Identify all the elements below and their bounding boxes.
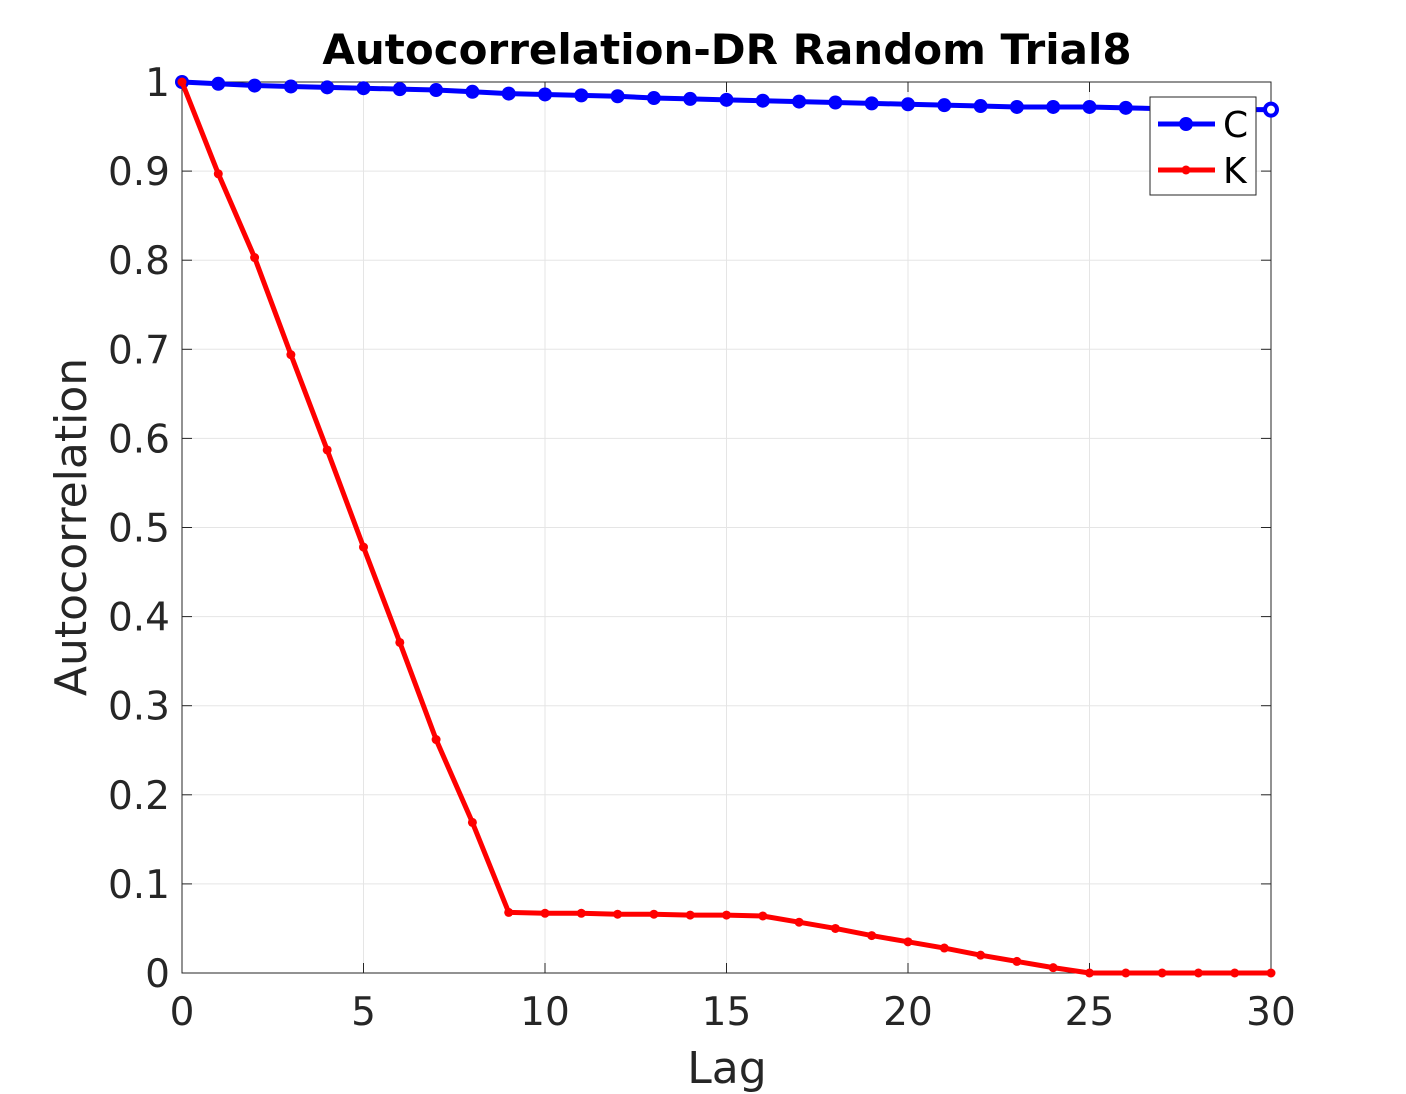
data-point-k [685, 910, 695, 920]
data-point-c [973, 99, 988, 114]
data-point-c [646, 91, 661, 106]
data-point-k [649, 909, 659, 919]
data-point-k [1157, 968, 1167, 978]
data-point-k [830, 923, 840, 933]
y-tick-label: 0.5 [108, 507, 170, 552]
data-point-k [504, 907, 514, 917]
y-tick-label: 0.7 [108, 328, 170, 373]
x-tick-label: 15 [702, 990, 752, 1035]
data-point-c [247, 78, 262, 93]
data-point-k [1085, 968, 1094, 978]
legend-marker-c [1179, 117, 1193, 131]
data-point-k [359, 542, 368, 552]
x-tick-label: 0 [170, 990, 195, 1035]
y-tick-label: 0.3 [108, 685, 170, 730]
data-point-k [1193, 968, 1203, 978]
data-point-k [976, 950, 986, 960]
data-point-k [613, 909, 623, 919]
data-point-k [395, 637, 405, 647]
data-point-c [211, 76, 226, 91]
x-tick-label: 30 [1246, 990, 1296, 1035]
y-axis-label: Autocorrelation [46, 358, 97, 696]
data-point-c [1263, 101, 1279, 118]
data-point-c [792, 94, 807, 109]
y-tick-label: 0.8 [108, 239, 170, 284]
data-point-k [286, 350, 296, 360]
data-point-k [794, 917, 804, 927]
data-point-k [722, 910, 731, 920]
data-point-c [610, 89, 625, 104]
y-tick-label: 0.1 [108, 863, 170, 908]
legend-box [1149, 96, 1257, 196]
data-point-c [1082, 99, 1097, 114]
data-point-c [1118, 100, 1133, 115]
data-point-k [867, 931, 877, 941]
data-point-c [937, 98, 952, 113]
data-point-c [574, 88, 589, 103]
data-point-c [719, 92, 734, 107]
y-tick-label: 0.6 [108, 417, 170, 462]
data-point-k [1230, 968, 1240, 978]
y-tick-label: 1 [145, 61, 170, 106]
data-point-c [1046, 99, 1061, 114]
y-tick-label: 0.4 [108, 596, 170, 641]
data-point-k [1121, 968, 1131, 978]
series-layer [175, 75, 1279, 978]
data-point-k [213, 169, 223, 179]
data-point-c [356, 81, 371, 96]
data-point-c [320, 80, 335, 95]
data-point-k [758, 911, 768, 921]
x-tick-label: 20 [883, 990, 933, 1035]
data-point-c [901, 97, 915, 112]
data-point-c [392, 82, 407, 97]
data-point-k [467, 817, 477, 827]
data-point-k [177, 77, 187, 87]
axis-ticks: 0 5 10 15 20 25 30 0 0.1 0.2 0.3 0.4 0.5 0.6 0.7 0.8 0.9… [108, 61, 1296, 1035]
data-point-c [538, 87, 552, 102]
data-point-k [939, 943, 949, 953]
chart-title: Autocorrelation-DR Random Trial8 [322, 25, 1131, 74]
data-point-k [431, 735, 441, 745]
data-point-k [1266, 968, 1276, 978]
y-tick-label: 0.2 [108, 774, 170, 819]
legend-marker-k [1181, 165, 1191, 175]
data-point-k [250, 253, 260, 263]
data-point-k [576, 908, 586, 918]
y-tick-label: 0.9 [108, 150, 170, 195]
data-point-k [322, 445, 332, 455]
data-point-c [683, 91, 698, 106]
data-point-c [501, 86, 516, 101]
legend: C K [1149, 96, 1257, 196]
data-point-c [1009, 99, 1024, 114]
data-point-c [828, 95, 843, 110]
data-point-c [429, 83, 444, 98]
data-point-c [465, 84, 480, 99]
legend-label-c: C [1223, 105, 1248, 146]
legend-label-k: K [1223, 151, 1248, 192]
data-point-k [1012, 956, 1022, 966]
data-point-k [540, 908, 550, 918]
x-tick-label: 10 [520, 990, 570, 1035]
x-tick-label: 5 [351, 990, 376, 1035]
data-point-c [864, 96, 879, 111]
data-point-c [283, 79, 298, 94]
y-tick-label: 0 [145, 952, 170, 997]
data-point-k [903, 937, 913, 947]
x-axis-label: Lag [687, 1043, 766, 1094]
data-point-c [755, 93, 770, 108]
x-tick-label: 25 [1065, 990, 1115, 1035]
data-point-k [1048, 963, 1058, 973]
